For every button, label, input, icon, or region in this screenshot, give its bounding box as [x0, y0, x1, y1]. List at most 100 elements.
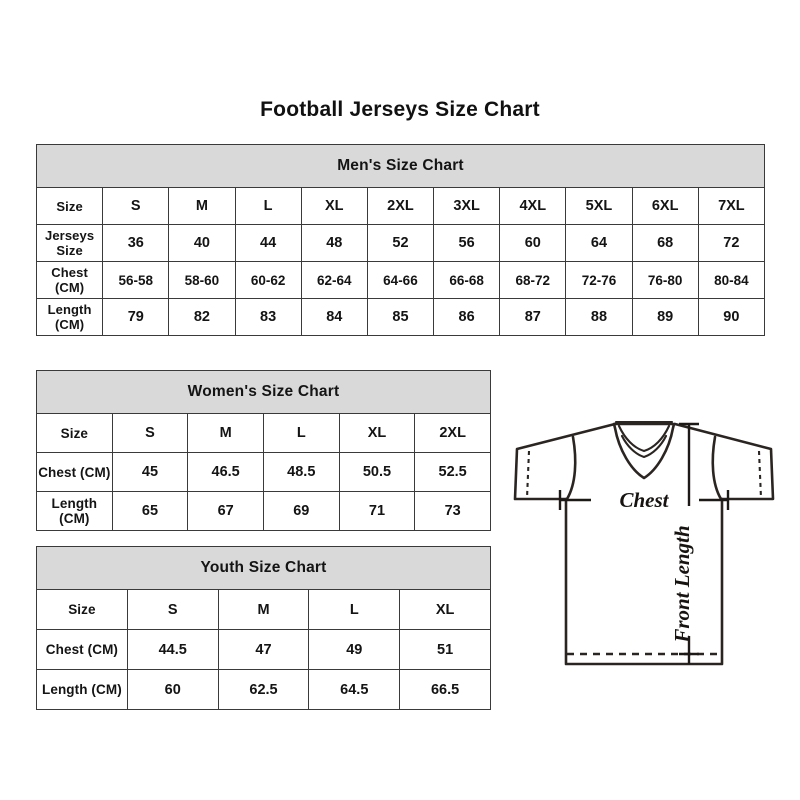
jersey-illustration-svg: Chest Front Length [513, 420, 775, 666]
table-row: Length (CM) 60 62.5 64.5 66.5 [36, 669, 491, 710]
table-header-row: Size S M L XL 2XL 3XL 4XL 5XL 6XL 7XL [35, 187, 766, 225]
table-cell: 88 [565, 298, 633, 336]
column-header-size: Size [36, 413, 113, 453]
table-row: Length (CM) 65 67 69 71 73 [36, 491, 491, 531]
column-header-m: M [168, 187, 236, 225]
column-header-3xl: 3XL [433, 187, 501, 225]
column-header-size: Size [36, 589, 128, 630]
table-cell: 62-64 [300, 261, 368, 299]
table-cell: 60 [126, 669, 219, 710]
table-caption-row: Youth Size Chart [36, 546, 491, 590]
table-row: Jerseys Size 36 40 44 48 52 56 60 64 68 … [35, 224, 766, 262]
table-cell: 89 [631, 298, 699, 336]
table-row: Chest (CM) 56-58 58-60 60-62 62-64 64-66… [35, 261, 766, 299]
row-label-length: Length (CM) [35, 298, 104, 336]
table-cell: 84 [300, 298, 368, 336]
column-header-5xl: 5XL [565, 187, 633, 225]
table-cell: 79 [102, 298, 170, 336]
womens-size-chart-table: Women's Size Chart Size S M L XL 2XL Che… [36, 370, 491, 531]
table-cell: 85 [366, 298, 435, 336]
table-cell: 40 [168, 224, 236, 262]
table-cell: 60 [499, 224, 567, 262]
table-cell: 60-62 [234, 261, 302, 299]
table-cell: 65 [111, 491, 189, 531]
table-cell: 64-66 [366, 261, 435, 299]
table-cell: 64.5 [308, 669, 401, 710]
table-cell: 49 [308, 629, 401, 670]
row-label-chest: Chest (CM) [35, 261, 104, 299]
collar-inner-curve-upper [617, 424, 671, 453]
column-header-xl: XL [338, 413, 416, 453]
mens-size-chart-table: Men's Size Chart Size S M L XL 2XL 3XL 4… [35, 144, 766, 336]
table-cell: 72-76 [565, 261, 633, 299]
column-header-6xl: 6XL [631, 187, 699, 225]
table-cell: 67 [187, 491, 264, 531]
body-outline [564, 497, 724, 666]
table-cell: 83 [234, 298, 302, 336]
table-caption-row: Men's Size Chart [36, 144, 765, 188]
column-header-7xl: 7XL [697, 187, 766, 225]
table-row: Length (CM) 79 82 83 84 85 86 87 88 89 9… [35, 298, 766, 336]
table-cell: 46.5 [187, 452, 264, 492]
column-header-l: L [308, 589, 401, 630]
table-caption-row: Women's Size Chart [36, 370, 491, 414]
table-cell: 66-68 [433, 261, 501, 299]
column-header-m: M [187, 413, 264, 453]
column-header-xl: XL [399, 589, 491, 630]
front-length-measurement-label: Front Length [670, 525, 694, 643]
mens-size-chart-caption: Men's Size Chart [36, 144, 765, 188]
column-header-l: L [262, 413, 340, 453]
left-sleeve-outline [513, 422, 617, 501]
column-header-2xl: 2XL [414, 413, 491, 453]
collar-inner-curve-lower [620, 434, 668, 459]
table-cell: 58-60 [168, 261, 236, 299]
table-cell: 52 [366, 224, 435, 262]
table-cell: 62.5 [217, 669, 310, 710]
table-cell: 66.5 [399, 669, 491, 710]
left-cuff-stitch-dashes [525, 450, 531, 499]
table-cell: 90 [697, 298, 766, 336]
row-label-length: Length (CM) [36, 669, 128, 710]
row-label-chest: Chest (CM) [36, 629, 128, 670]
table-cell: 86 [433, 298, 501, 336]
left-armhole-curve [565, 435, 577, 501]
right-armhole-curve [711, 435, 723, 501]
table-cell: 76-80 [631, 261, 699, 299]
youth-size-chart-caption: Youth Size Chart [36, 546, 491, 590]
page-title: Football Jerseys Size Chart [260, 98, 540, 121]
table-cell: 64 [565, 224, 633, 262]
table-cell: 36 [102, 224, 170, 262]
column-header-s: S [111, 413, 189, 453]
table-cell: 44.5 [126, 629, 219, 670]
column-header-xl: XL [300, 187, 368, 225]
table-row: Chest (CM) 45 46.5 48.5 50.5 52.5 [36, 452, 491, 492]
right-cuff-stitch-dashes [757, 450, 763, 499]
table-cell: 47 [217, 629, 310, 670]
row-label-jerseys-size: Jerseys Size [35, 224, 104, 262]
column-header-m: M [217, 589, 310, 630]
row-label-chest: Chest (CM) [36, 452, 113, 492]
column-header-s: S [126, 589, 219, 630]
row-label-length: Length (CM) [36, 491, 113, 531]
right-sleeve-outline [673, 422, 775, 501]
table-cell: 50.5 [338, 452, 416, 492]
column-header-size: Size [35, 187, 104, 225]
table-cell: 68-72 [499, 261, 567, 299]
table-header-row: Size S M L XL 2XL [36, 413, 491, 453]
column-header-4xl: 4XL [499, 187, 567, 225]
table-cell: 48 [300, 224, 368, 262]
table-cell: 48.5 [262, 452, 340, 492]
table-cell: 44 [234, 224, 302, 262]
v-neck-jersey-measurement-diagram: Chest Front Length [503, 398, 783, 688]
column-header-l: L [234, 187, 302, 225]
column-header-2xl: 2XL [366, 187, 435, 225]
v-neck-outer-opening [612, 422, 676, 480]
youth-size-chart-table: Youth Size Chart Size S M L XL Chest (CM… [36, 546, 491, 710]
table-cell: 87 [499, 298, 567, 336]
table-cell: 82 [168, 298, 236, 336]
table-cell: 52.5 [414, 452, 491, 492]
table-cell: 68 [631, 224, 699, 262]
table-cell: 45 [111, 452, 189, 492]
womens-size-chart-caption: Women's Size Chart [36, 370, 491, 414]
table-row: Chest (CM) 44.5 47 49 51 [36, 629, 491, 670]
